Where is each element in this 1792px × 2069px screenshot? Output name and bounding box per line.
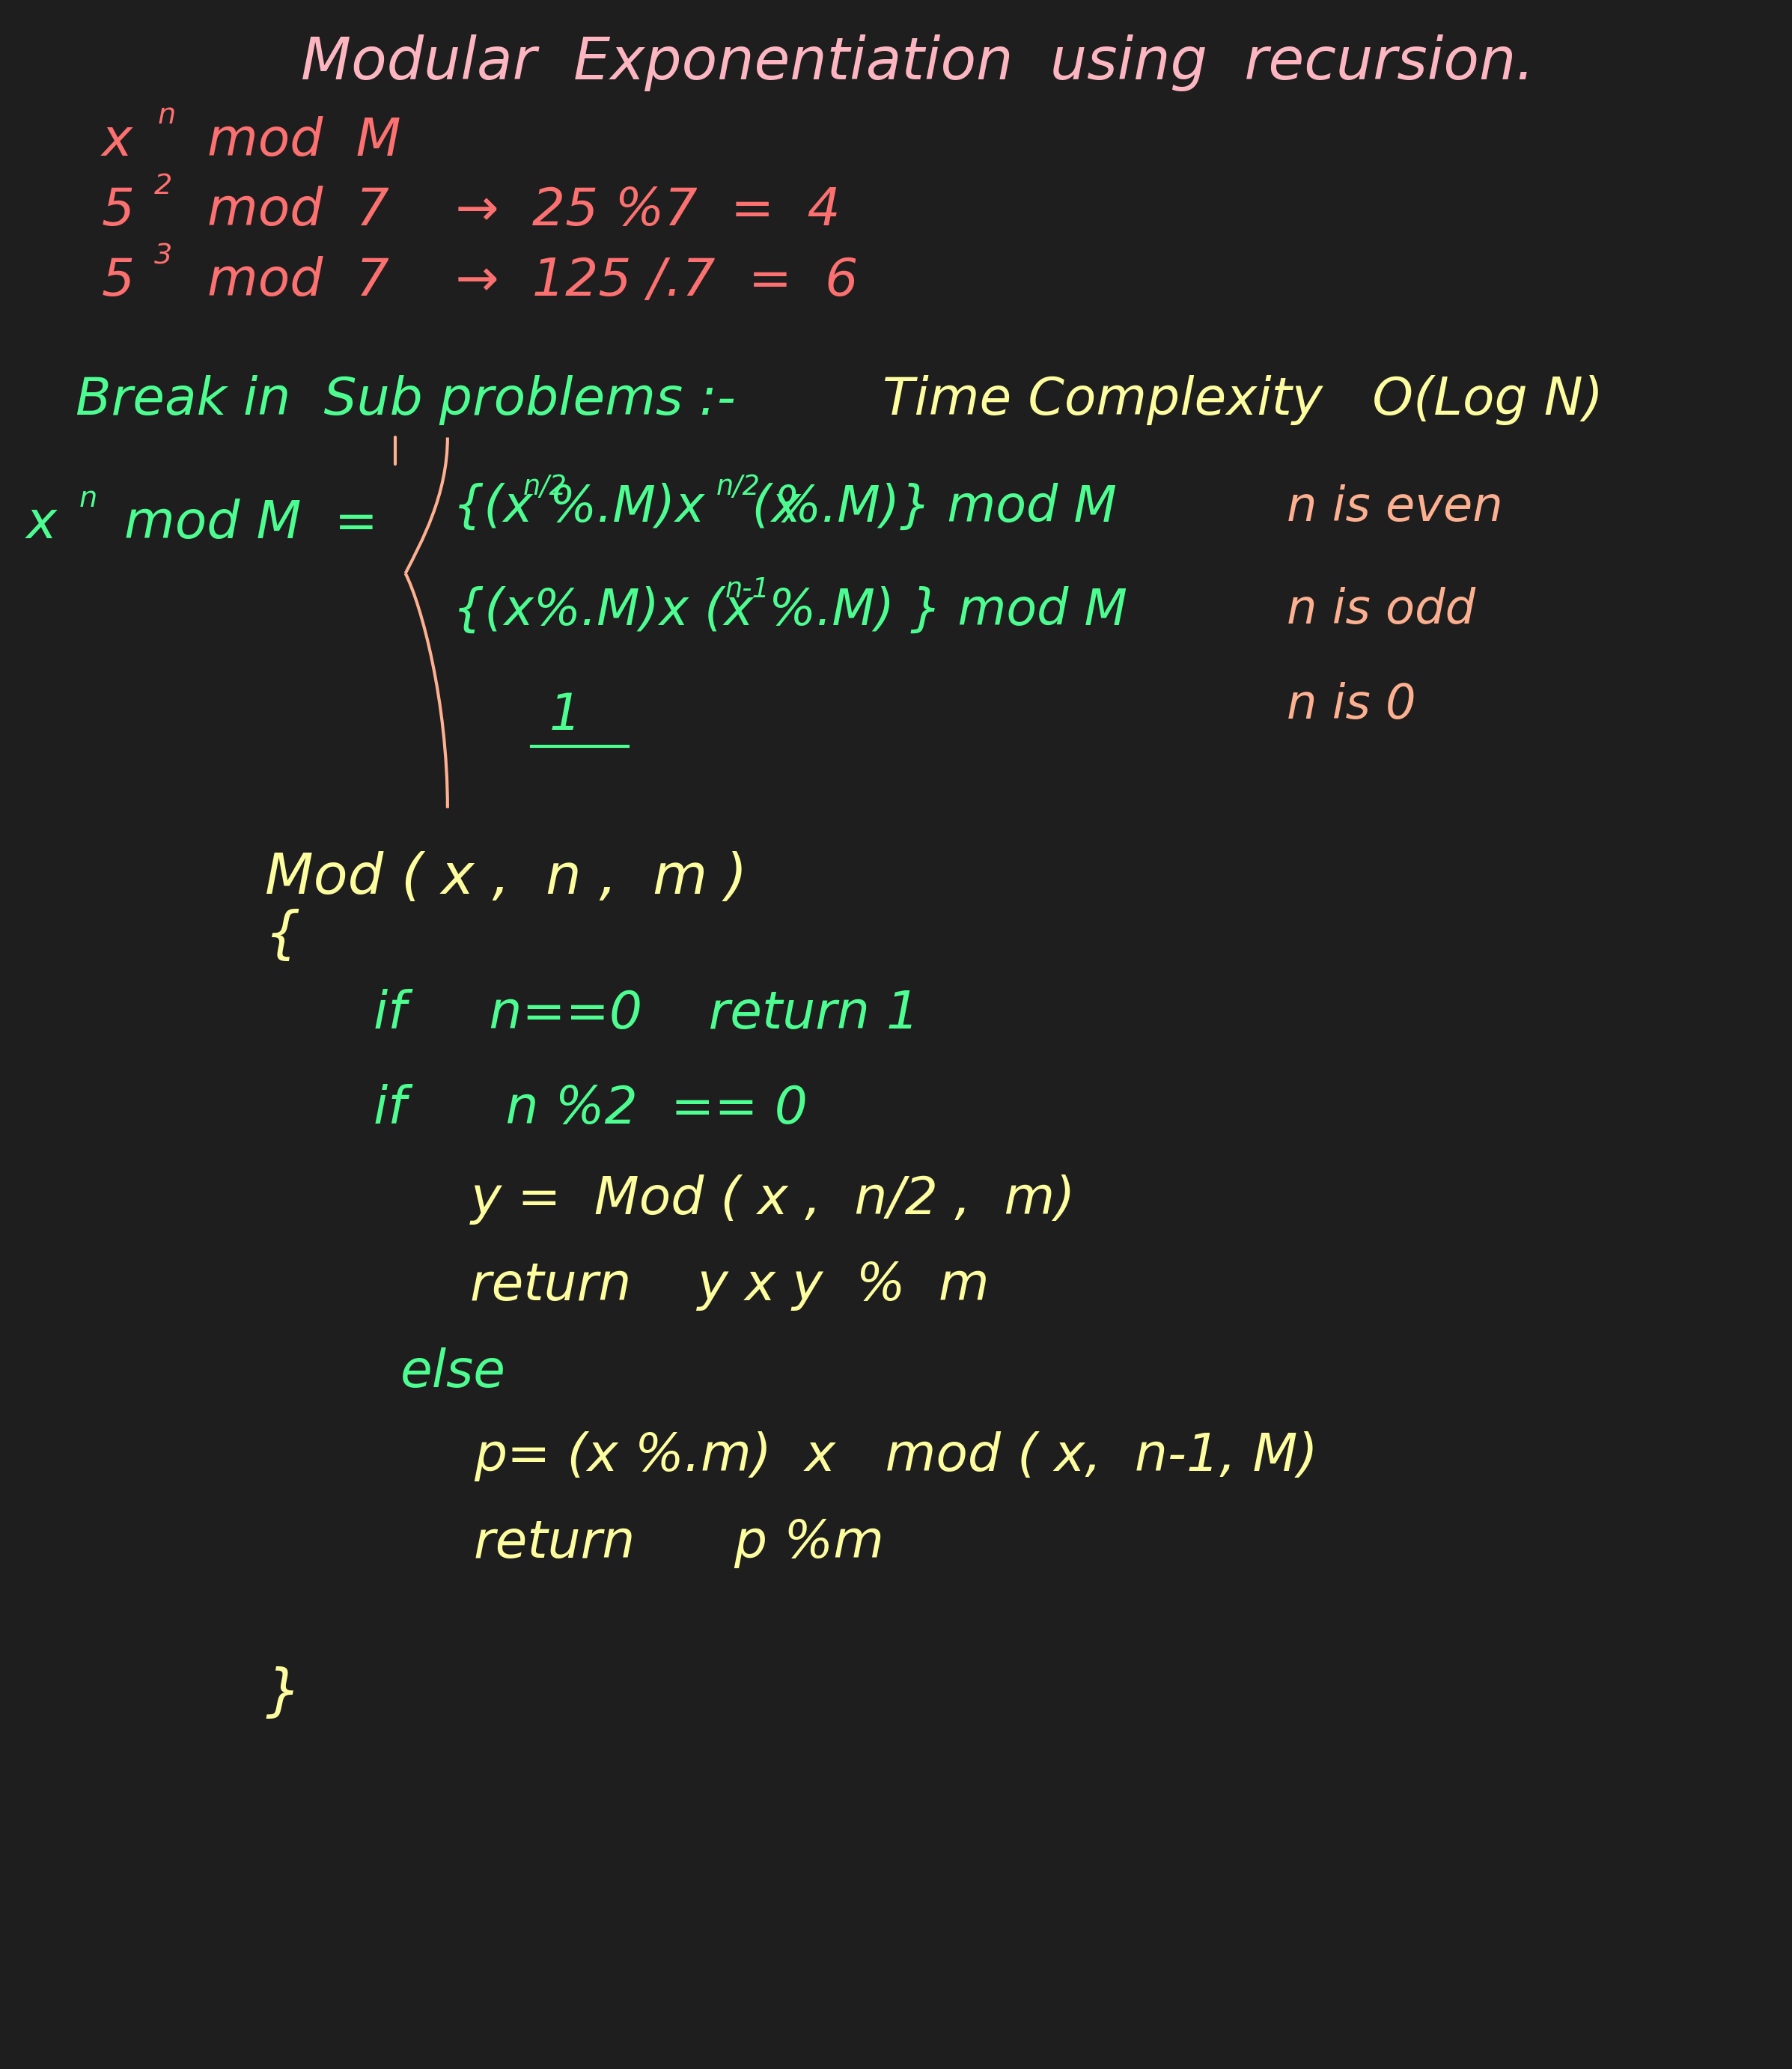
Text: x: x xyxy=(102,116,133,166)
Text: %.M)} mod M: %.M)} mod M xyxy=(774,482,1116,532)
Text: %.M)x   (x: %.M)x (x xyxy=(550,482,801,532)
Text: {(x%.M)x (x: {(x%.M)x (x xyxy=(453,586,753,635)
Text: mod  7    →  125 /.7  =  6: mod 7 → 125 /.7 = 6 xyxy=(208,257,858,306)
Text: mod M  =: mod M = xyxy=(125,499,378,548)
Text: mod  M: mod M xyxy=(208,116,401,166)
Text: n is odd: n is odd xyxy=(1287,588,1475,633)
Text: y =  Mod ( x ,  n/2 ,  m): y = Mod ( x , n/2 , m) xyxy=(470,1173,1075,1225)
Text: return    y x y  %  m: return y x y % m xyxy=(470,1260,989,1312)
Text: 3: 3 xyxy=(154,242,172,269)
Text: n/2: n/2 xyxy=(717,474,760,501)
Text: Modular  Exponentiation  using  recursion.: Modular Exponentiation using recursion. xyxy=(301,35,1534,91)
Text: n: n xyxy=(79,486,97,513)
Text: x: x xyxy=(27,499,57,548)
Text: n/2: n/2 xyxy=(523,474,566,501)
Text: Break in  Sub problems :-: Break in Sub problems :- xyxy=(75,374,735,426)
Text: if     n==0    return 1: if n==0 return 1 xyxy=(375,989,919,1039)
Text: Mod ( x ,  n ,  m ): Mod ( x , n , m ) xyxy=(265,850,747,904)
Text: return      p %m: return p %m xyxy=(473,1519,883,1568)
Text: 1: 1 xyxy=(550,691,581,741)
Text: 5: 5 xyxy=(102,257,134,306)
Text: 2: 2 xyxy=(154,174,172,201)
Text: }: } xyxy=(265,1666,301,1719)
Text: %.M) } mod M: %.M) } mod M xyxy=(769,586,1127,635)
Text: n-1: n-1 xyxy=(724,575,769,604)
Text: Time Complexity   O(Log N): Time Complexity O(Log N) xyxy=(883,374,1604,426)
Text: n: n xyxy=(158,103,176,130)
Text: {(x: {(x xyxy=(453,482,534,532)
Text: n is even: n is even xyxy=(1287,484,1503,532)
Text: else: else xyxy=(400,1347,505,1397)
Text: 5: 5 xyxy=(102,186,134,236)
Text: {: { xyxy=(265,908,301,962)
Text: p= (x %.m)  x   mod ( x,  n-1, M): p= (x %.m) x mod ( x, n-1, M) xyxy=(473,1432,1317,1481)
Text: n is 0: n is 0 xyxy=(1287,683,1416,728)
Text: if      n %2  == 0: if n %2 == 0 xyxy=(375,1084,808,1134)
Text: mod  7    →  25 %7  =  4: mod 7 → 25 %7 = 4 xyxy=(208,186,840,236)
